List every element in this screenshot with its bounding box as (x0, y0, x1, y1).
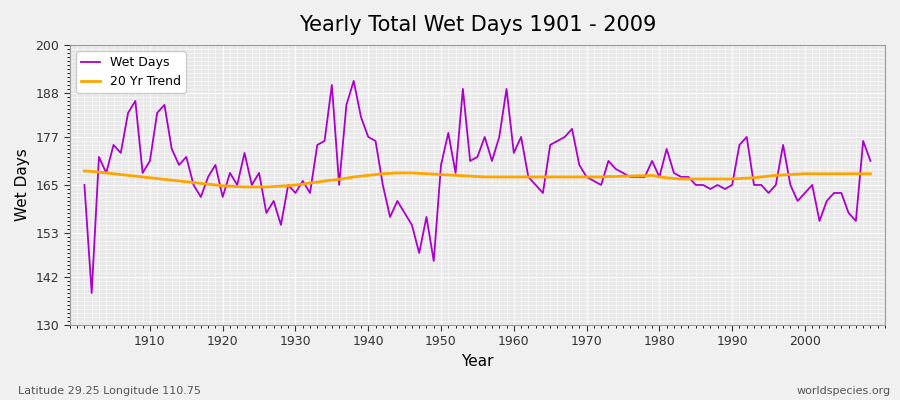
Wet Days (610, 166, 621, 171)
Legend: Wet Days, 20 Yr Trend: Wet Days, 20 Yr Trend (76, 51, 185, 93)
20 Yr Trend (348, 174, 359, 179)
20 Yr Trend (79, 168, 90, 173)
Wet Days (865, 158, 876, 163)
Wet Days (516, 134, 526, 139)
20 Yr Trend (137, 174, 148, 179)
Wet Days (86, 291, 97, 296)
Wet Days (79, 182, 90, 187)
Y-axis label: Wet Days: Wet Days (15, 148, 30, 221)
20 Yr Trend (603, 174, 614, 179)
20 Yr Trend (516, 174, 526, 179)
Title: Yearly Total Wet Days 1901 - 2009: Yearly Total Wet Days 1901 - 2009 (299, 15, 656, 35)
20 Yr Trend (239, 184, 250, 189)
Wet Days (523, 174, 534, 179)
X-axis label: Year: Year (461, 354, 494, 369)
Wet Days (356, 114, 366, 119)
Line: 20 Yr Trend: 20 Yr Trend (85, 171, 870, 187)
20 Yr Trend (304, 180, 315, 185)
Wet Days (348, 78, 359, 83)
Line: Wet Days: Wet Days (85, 81, 870, 293)
Wet Days (304, 190, 315, 195)
20 Yr Trend (508, 174, 519, 179)
Text: worldspecies.org: worldspecies.org (796, 386, 891, 396)
Text: Latitude 29.25 Longitude 110.75: Latitude 29.25 Longitude 110.75 (18, 386, 201, 396)
20 Yr Trend (865, 171, 876, 176)
Wet Days (145, 158, 156, 163)
